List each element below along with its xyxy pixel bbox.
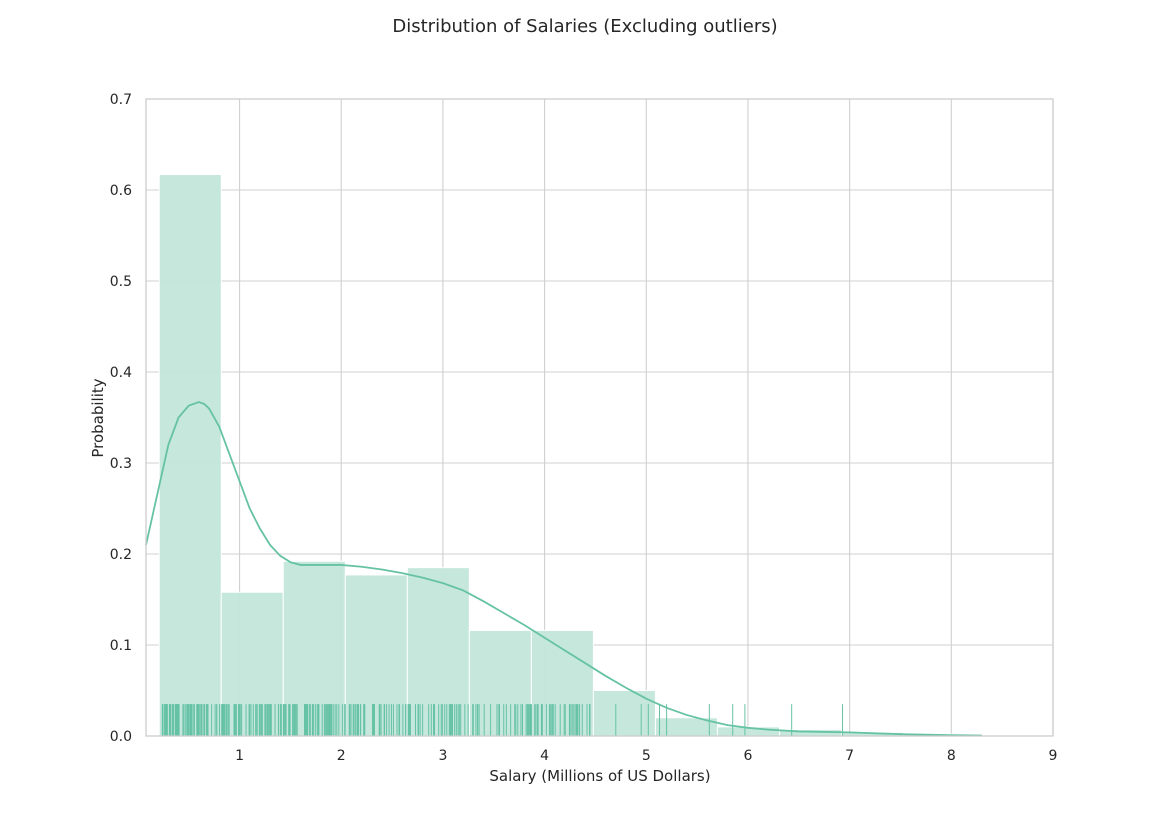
x-tick-label: 3 (438, 748, 447, 764)
histogram-bars (158, 174, 967, 737)
y-tick-label: 0.5 (110, 274, 132, 290)
chart-title: Distribution of Salaries (Excluding outl… (392, 16, 777, 37)
y-axis-label: Probability (89, 378, 107, 457)
x-tick-labels: 1 2 3 4 5 6 7 8 9 (235, 748, 1057, 764)
x-tick-label: 6 (743, 748, 752, 764)
rug-marks (161, 704, 844, 736)
y-tick-label: 0.4 (110, 365, 132, 381)
x-axis-label: Salary (Millions of US Dollars) (489, 767, 710, 785)
y-tick-label: 0.2 (110, 547, 132, 563)
kde-curve (145, 401, 982, 737)
plot-frame (145, 98, 1054, 737)
y-tick-label: 0.7 (110, 92, 132, 108)
histogram-bar (220, 591, 284, 737)
x-tick-label: 4 (540, 748, 549, 764)
y-tick-labels: 0.0 0.1 0.2 0.3 0.4 0.5 0.6 0.7 (110, 92, 132, 745)
histogram-bar (592, 690, 656, 737)
x-tick-label: 5 (642, 748, 651, 764)
x-tick-label: 9 (1049, 748, 1058, 764)
y-tick-label: 0.0 (110, 729, 132, 745)
y-tick-label: 0.6 (110, 183, 132, 199)
x-tick-label: 2 (337, 748, 346, 764)
histogram-bar (158, 174, 222, 737)
y-tick-label: 0.1 (110, 638, 132, 654)
x-tick-label: 8 (947, 748, 956, 764)
x-tick-label: 1 (235, 748, 244, 764)
histogram-bar (530, 629, 594, 737)
x-tick-label: 7 (845, 748, 854, 764)
y-tick-label: 0.3 (110, 456, 132, 472)
